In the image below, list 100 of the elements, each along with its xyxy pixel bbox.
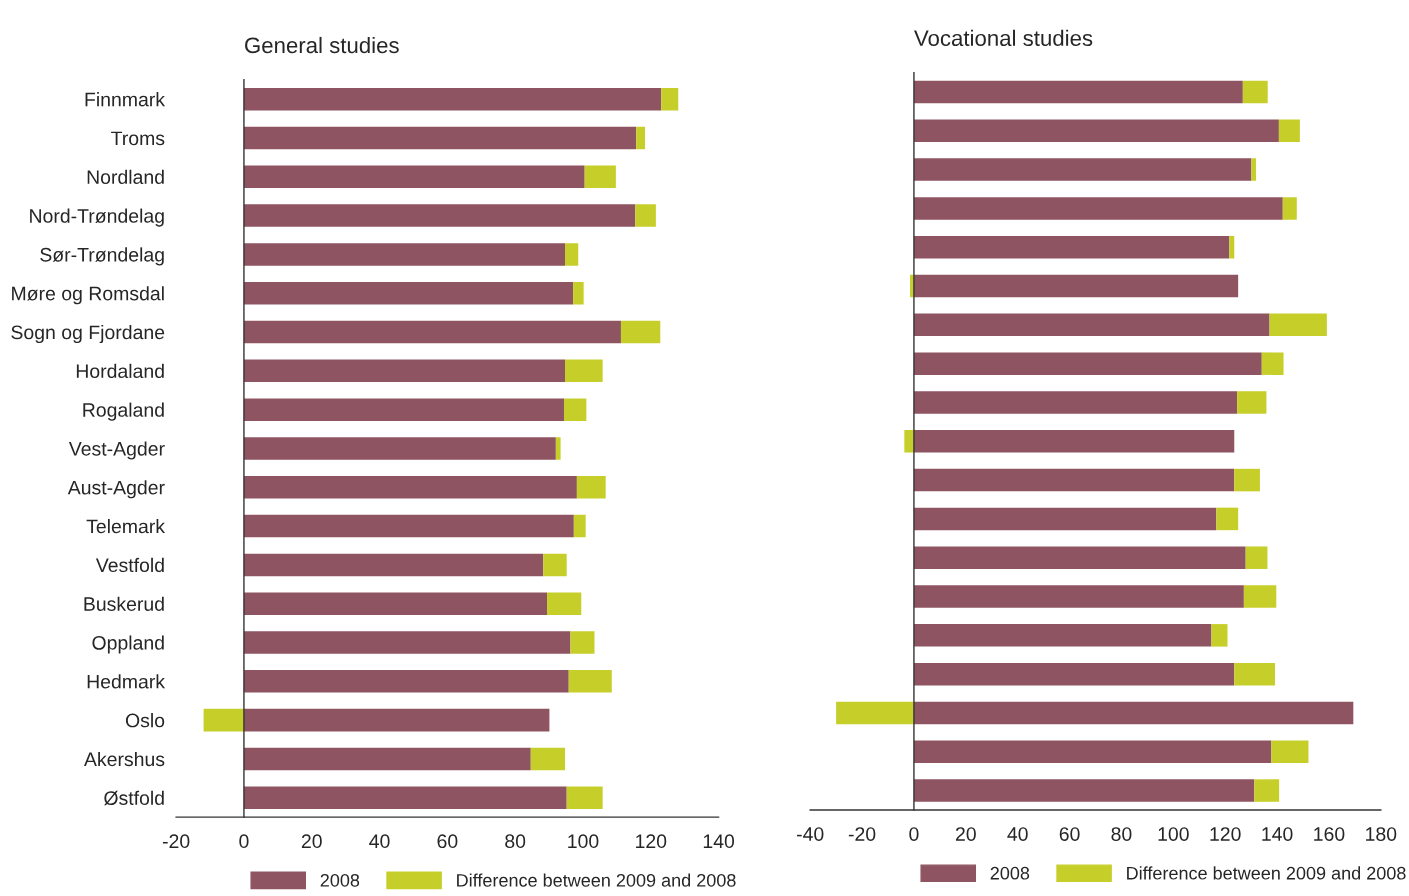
bar [913, 158, 1252, 181]
bar [543, 553, 567, 577]
bar [566, 786, 603, 809]
x-tick-label: 60 [437, 834, 458, 849]
bar [243, 631, 571, 654]
bar [913, 740, 1272, 764]
bar [913, 235, 1230, 259]
bar [565, 243, 579, 266]
x-tick-label: 100 [1158, 827, 1189, 841]
bar [904, 430, 914, 453]
bar [243, 87, 662, 111]
y-tick-label: Rogaland [83, 402, 164, 421]
bar [243, 359, 565, 383]
x-tick-label: -40 [796, 827, 824, 841]
bar [913, 585, 1244, 608]
bar [243, 747, 531, 771]
bar [1216, 507, 1239, 531]
bar [1229, 235, 1235, 259]
bar [913, 119, 1279, 143]
bar [636, 126, 646, 150]
y-tick-label: Nord-Trøndelag [30, 208, 164, 227]
bar [661, 87, 679, 111]
bar [243, 786, 567, 809]
y-tick-label: Oslo [125, 713, 165, 728]
bar [1234, 662, 1275, 686]
bar [913, 779, 1255, 802]
legend-label: 2008 [990, 866, 1030, 880]
bar [243, 476, 577, 499]
y-tick-label: Hedmark [87, 674, 166, 689]
y-tick-label: Østfold [104, 790, 164, 806]
bar [584, 165, 616, 189]
y-tick-label: Hordaland [76, 363, 164, 379]
x-tick-label: -20 [162, 834, 190, 849]
x-tick-label: 40 [369, 834, 390, 849]
bar [913, 507, 1217, 531]
y-tick-label: Nordland [87, 169, 164, 185]
x-tick-label: 0 [239, 834, 249, 849]
x-tick-label: 80 [1111, 827, 1132, 841]
y-tick-label: Vestfold [95, 557, 164, 573]
y-tick-label: Buskerud [84, 596, 164, 611]
x-tick-label: 160 [1314, 827, 1345, 841]
bar [620, 320, 661, 344]
bar [243, 243, 565, 266]
bar [1254, 779, 1280, 802]
y-tick-label: Sogn og Fjordane [11, 324, 165, 344]
bar [243, 165, 585, 189]
bar [1269, 313, 1327, 337]
bar [568, 670, 612, 693]
bar [243, 126, 637, 150]
bar [530, 747, 565, 771]
bar [1271, 740, 1309, 764]
bar [563, 398, 587, 421]
bar [573, 514, 586, 538]
bar [1242, 80, 1268, 104]
y-tick-label: Oppland [92, 635, 164, 654]
bar [1278, 119, 1300, 143]
chart-title: General studies [245, 36, 399, 54]
bar [913, 80, 1243, 104]
bar [1245, 546, 1268, 569]
bar [1261, 352, 1284, 375]
bar [635, 204, 656, 227]
y-tick-label: Sør-Trøndelag [40, 247, 164, 266]
bar [555, 437, 561, 460]
y-tick-label: Telemark [86, 519, 166, 534]
bar [913, 197, 1283, 220]
bar [913, 662, 1235, 686]
bar [576, 476, 606, 499]
x-tick-label: 140 [1262, 827, 1293, 841]
bar [913, 546, 1246, 569]
bar [913, 313, 1270, 337]
bar [1251, 158, 1257, 181]
x-tick-label: 100 [568, 834, 599, 849]
bar [913, 624, 1212, 647]
x-tick-label: 80 [505, 834, 526, 849]
legend-label: 2008 [320, 873, 360, 887]
y-tick-label: Aust-Agder [67, 480, 165, 499]
x-tick-label: -20 [848, 827, 876, 841]
x-tick-label: 20 [301, 834, 322, 849]
y-tick-label: Vest-Agder [68, 441, 165, 460]
bar [565, 359, 603, 383]
bar [913, 391, 1238, 414]
x-tick-label: 0 [909, 827, 919, 841]
x-tick-label: 40 [1007, 827, 1028, 841]
bar [836, 701, 914, 725]
bar [243, 204, 636, 227]
bar [243, 281, 574, 305]
x-tick-label: 120 [1210, 827, 1241, 841]
bar [573, 281, 584, 305]
bar [570, 631, 595, 654]
bar [243, 398, 564, 421]
chart-title: Vocational studies [914, 29, 1093, 47]
bar [913, 430, 1235, 453]
bar [913, 274, 1239, 298]
bar [1282, 197, 1297, 220]
bar [913, 352, 1262, 375]
bar [243, 670, 569, 693]
y-tick-label: Akershus [84, 751, 165, 767]
y-tick-label: Finnmark [85, 92, 166, 107]
bar [243, 708, 550, 732]
legend-label: Difference between 2009 and 2008 [1127, 866, 1406, 880]
